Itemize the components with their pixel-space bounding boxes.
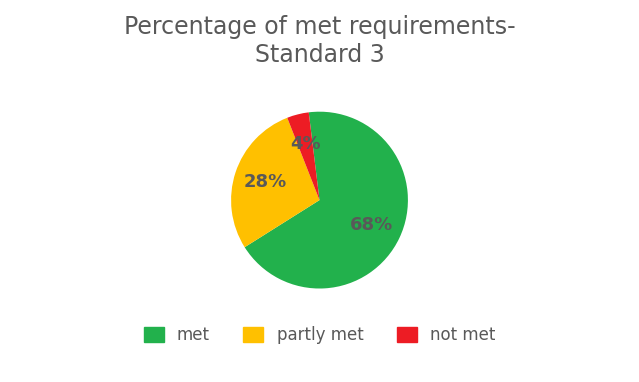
- Title: Percentage of met requirements-
Standard 3: Percentage of met requirements- Standard…: [124, 15, 515, 67]
- Legend: met, partly met, not met: met, partly met, not met: [137, 320, 502, 351]
- Text: 68%: 68%: [350, 216, 393, 234]
- Wedge shape: [245, 112, 408, 288]
- Text: 28%: 28%: [243, 173, 286, 191]
- Text: 4%: 4%: [290, 135, 321, 154]
- Wedge shape: [231, 118, 320, 247]
- Wedge shape: [288, 112, 320, 200]
